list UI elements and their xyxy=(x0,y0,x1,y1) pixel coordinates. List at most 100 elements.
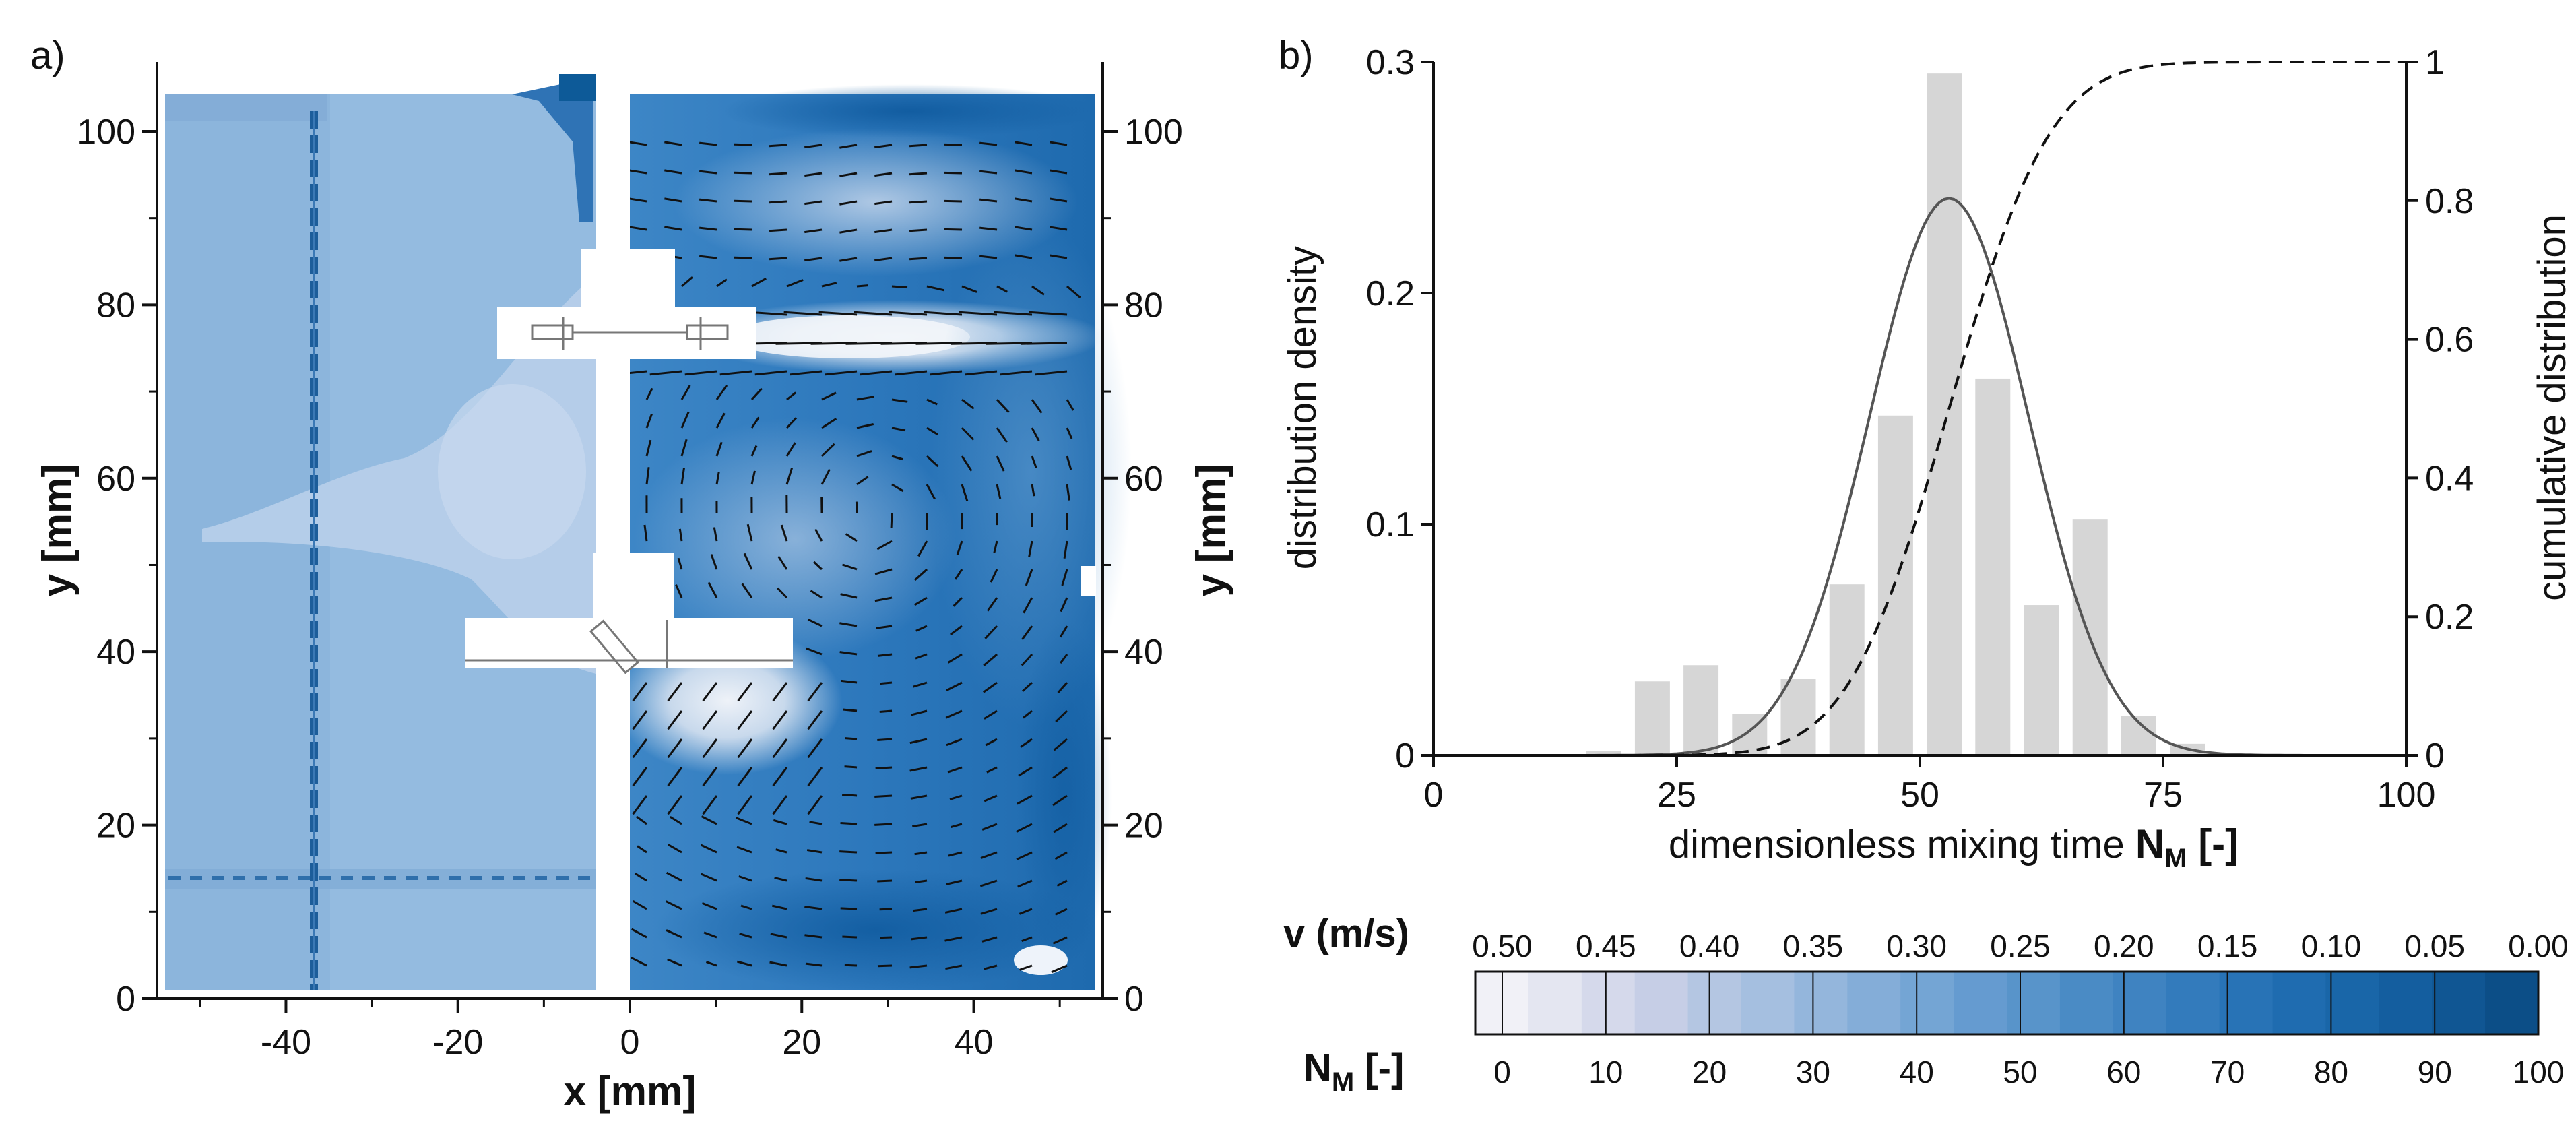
velocity-vector xyxy=(979,879,998,887)
velocity-vector xyxy=(875,851,893,854)
dark-zone-top xyxy=(721,84,1098,138)
light-plume xyxy=(202,283,596,674)
velocity-vector xyxy=(649,370,682,376)
velocity-vector xyxy=(703,931,717,939)
velocity-vector xyxy=(917,540,928,557)
velocity-vector xyxy=(783,311,823,316)
velocity-vector xyxy=(773,819,787,825)
velocity-vector xyxy=(856,423,874,429)
velocity-vector xyxy=(909,172,928,176)
velocity-vector xyxy=(677,557,683,570)
panel-a-ylabel: y [mm] xyxy=(34,464,79,597)
velocity-vector xyxy=(1066,427,1073,439)
velocity-vector xyxy=(664,197,682,203)
velocity-vector xyxy=(996,427,1008,443)
y-tick-label: 60 xyxy=(96,460,135,499)
velocity-vector xyxy=(772,767,788,787)
velocity-vector xyxy=(1031,399,1043,414)
velocity-vector xyxy=(705,961,717,967)
x-tick-label: -40 xyxy=(261,1023,311,1062)
velocity-vector xyxy=(985,738,998,747)
velocity-vector xyxy=(736,960,752,967)
velocity-vector xyxy=(702,795,718,815)
velocity-vector xyxy=(891,285,908,289)
velocity-vector xyxy=(645,467,650,485)
velocity-vector xyxy=(772,710,788,730)
velocity-vector xyxy=(631,928,647,939)
histogram-bar xyxy=(1927,73,1962,755)
velocity-vector xyxy=(737,795,753,815)
b-y-tick-label: 0.1 xyxy=(1366,505,1415,544)
velocity-vector xyxy=(946,681,963,691)
velocity-vector xyxy=(737,682,753,702)
velocity-vector xyxy=(825,370,858,376)
velocity-vector xyxy=(769,172,787,176)
velocity-vector xyxy=(666,929,682,939)
velocity-vector xyxy=(1016,823,1033,833)
dark-zone-bottom xyxy=(653,869,1098,990)
velocity-vector xyxy=(700,844,717,854)
velocity-vector xyxy=(785,442,796,457)
velocity-vector xyxy=(876,625,893,629)
velocity-vector xyxy=(680,411,690,429)
velocity-vector xyxy=(632,738,648,759)
velocity-vector xyxy=(818,311,858,316)
velocity-vector xyxy=(874,228,893,234)
x-tick-label: -20 xyxy=(432,1023,483,1062)
velocity-vector xyxy=(947,766,963,774)
normal-fit-curve xyxy=(1434,197,2406,757)
colorbar-v-tick: 0.40 xyxy=(1679,928,1740,964)
colorbar-v-tick: 0.05 xyxy=(2404,928,2465,964)
colorbar: v (m/s) 0.50 0.45 0.40 0.35 0.30 0.25 0.20 0.15… xyxy=(1283,912,2569,1097)
colorbar-cell xyxy=(2485,972,2539,1034)
velocity-vector xyxy=(874,144,893,149)
velocity-vector xyxy=(701,902,717,910)
velocity-vector xyxy=(909,200,928,204)
bottom-right-light xyxy=(1014,945,1068,975)
velocity-vector xyxy=(1000,370,1033,376)
velocity-vector xyxy=(813,561,823,571)
colorbar-nm-tick: 10 xyxy=(1588,1054,1623,1090)
panel-a: a) xyxy=(30,34,1233,1114)
velocity-vector xyxy=(629,197,647,203)
velocity-vector xyxy=(909,144,928,148)
velocity-vector xyxy=(839,144,858,149)
velocity-vector xyxy=(821,391,837,401)
velocity-vector xyxy=(1051,964,1068,974)
y-tick-label-right: 40 xyxy=(1124,633,1163,672)
velocity-vector xyxy=(1031,427,1040,441)
velocity-vector xyxy=(804,144,823,149)
velocity-vector xyxy=(950,625,963,636)
velocity-vector xyxy=(912,823,928,828)
velocity-vector xyxy=(699,255,717,259)
velocity-vector xyxy=(1056,879,1068,887)
velocity-vector xyxy=(979,255,998,259)
velocity-vector xyxy=(1023,597,1033,614)
velocity-vector xyxy=(984,964,998,970)
velocity-vector xyxy=(1060,654,1068,664)
colorbar-cell xyxy=(1900,972,1954,1034)
nm-symbol: N xyxy=(1303,1046,1332,1090)
colorbar-nm-tick: 70 xyxy=(2210,1054,2245,1090)
velocity-vector xyxy=(804,228,823,234)
colorbar-cell xyxy=(1581,972,1636,1034)
x-tick-label: 40 xyxy=(955,1023,994,1062)
velocity-vector xyxy=(1066,285,1081,298)
velocity-vector xyxy=(944,228,963,231)
velocity-vector xyxy=(807,767,823,787)
velocity-vector xyxy=(1050,141,1068,146)
upper-hub xyxy=(581,249,675,310)
velocity-vector xyxy=(739,933,752,939)
colorbar-cell xyxy=(1687,972,1741,1034)
velocity-vector xyxy=(710,554,718,570)
velocity-vector xyxy=(790,370,823,376)
velocity-vector xyxy=(772,682,788,702)
velocity-vector xyxy=(855,501,858,513)
b-x-tick-label: 100 xyxy=(2377,776,2436,815)
velocity-vector xyxy=(754,370,787,376)
velocity-vector xyxy=(839,622,858,627)
velocity-vector xyxy=(981,936,998,943)
colorbar-cell xyxy=(2272,972,2326,1034)
panel-b-xlabel: dimensionless mixing time NM [-] xyxy=(1669,821,2239,873)
velocity-vector xyxy=(1066,399,1074,411)
